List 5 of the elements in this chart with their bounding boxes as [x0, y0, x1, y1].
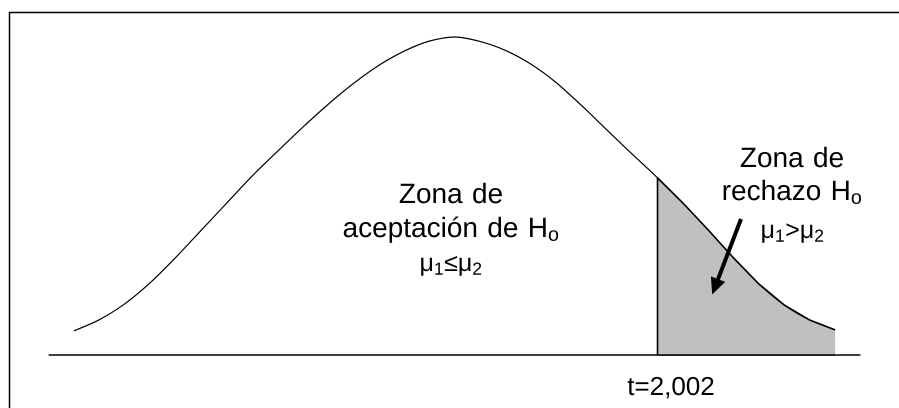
annotation: μ$_{1}$≤μ$_{2}$ — [421, 256, 482, 276]
text: t=2,002 — [628, 376, 714, 398]
annotation: μ$_{1}$>μ$_{2}$ — [762, 223, 824, 243]
annotation: Zona de aceptación de H$_{o}$ — [344, 182, 558, 243]
annotation: Zona de rechazo H$_{o}$ — [724, 146, 861, 204]
